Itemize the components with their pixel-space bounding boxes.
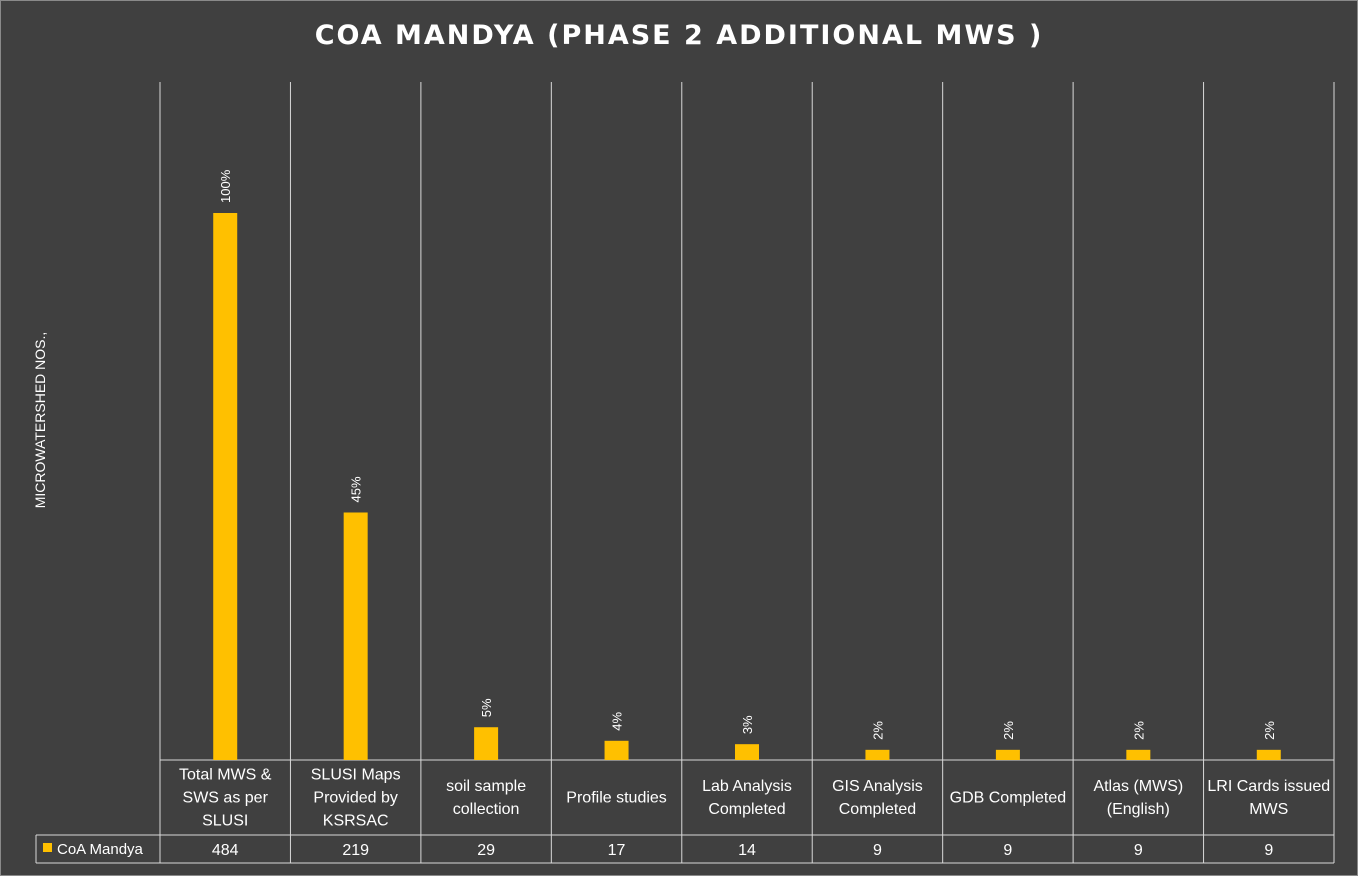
category-label: SWS as per bbox=[183, 790, 269, 807]
category-label: collection bbox=[453, 801, 520, 818]
category-label: KSRSAC bbox=[323, 813, 389, 830]
bar bbox=[865, 749, 890, 760]
data-label: 2% bbox=[1001, 721, 1016, 740]
category-label: Provided by bbox=[313, 790, 398, 807]
data-label: 45% bbox=[349, 476, 364, 502]
category-label: Completed bbox=[839, 801, 916, 818]
category-label: MWS bbox=[1249, 801, 1288, 818]
legend-label: CoA Mandya bbox=[57, 841, 144, 858]
category-label: Completed bbox=[708, 801, 785, 818]
table-value: 9 bbox=[873, 842, 882, 859]
data-label: 4% bbox=[610, 712, 625, 731]
data-label: 3% bbox=[740, 715, 755, 734]
legend-marker bbox=[43, 843, 52, 852]
category-label: Lab Analysis bbox=[702, 778, 792, 795]
category-label: (English) bbox=[1107, 801, 1170, 818]
bar bbox=[213, 213, 238, 760]
data-label: 5% bbox=[479, 698, 494, 717]
category-label: GIS Analysis bbox=[832, 778, 923, 795]
category-label: soil sample bbox=[446, 778, 526, 795]
table-value: 219 bbox=[342, 842, 369, 859]
bar bbox=[474, 727, 499, 760]
bar bbox=[735, 744, 759, 760]
table-value: 9 bbox=[1264, 842, 1273, 859]
category-label: SLUSI bbox=[202, 813, 248, 830]
table-value: 9 bbox=[1134, 842, 1143, 859]
data-label: 2% bbox=[1131, 721, 1146, 740]
bar bbox=[604, 740, 629, 760]
bar bbox=[1126, 749, 1151, 760]
bar bbox=[995, 749, 1020, 760]
bar bbox=[1256, 749, 1281, 760]
category-label: GDB Completed bbox=[950, 790, 1067, 807]
bar bbox=[343, 512, 368, 760]
category-label: Total MWS & bbox=[179, 767, 272, 784]
category-label: Profile studies bbox=[566, 790, 667, 807]
data-label: 100% bbox=[218, 169, 233, 203]
table-value: 484 bbox=[212, 842, 239, 859]
table-value: 29 bbox=[477, 842, 495, 859]
table-value: 14 bbox=[738, 842, 756, 859]
data-label: 2% bbox=[1262, 721, 1277, 740]
category-label: Atlas (MWS) bbox=[1093, 778, 1183, 795]
category-label: LRI Cards issued bbox=[1207, 778, 1330, 795]
data-label: 2% bbox=[870, 721, 885, 740]
category-label: SLUSI Maps bbox=[311, 767, 401, 784]
table-value: 9 bbox=[1003, 842, 1012, 859]
table-value: 17 bbox=[608, 842, 626, 859]
chart-title: COA MANDYA (PHASE 2 ADDITIONAL MWS ) bbox=[314, 20, 1044, 51]
